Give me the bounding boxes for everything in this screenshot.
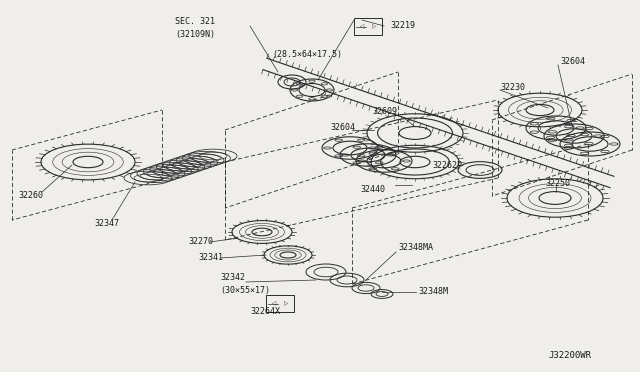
Text: 32342: 32342 xyxy=(220,273,245,282)
Text: (32109N): (32109N) xyxy=(175,29,215,38)
Text: 32219: 32219 xyxy=(390,22,415,31)
Bar xyxy=(266,295,294,312)
Text: 32348MA: 32348MA xyxy=(398,244,433,253)
Text: 32230: 32230 xyxy=(500,83,525,93)
Text: ◁: ◁ xyxy=(360,24,364,29)
Bar xyxy=(354,18,382,35)
Text: 32264X: 32264X xyxy=(250,308,280,317)
Text: 32604: 32604 xyxy=(330,124,355,132)
Text: 32604: 32604 xyxy=(560,58,585,67)
Text: 32250: 32250 xyxy=(545,179,570,187)
Text: ▷: ▷ xyxy=(372,24,376,29)
Text: (30×55×17): (30×55×17) xyxy=(220,285,270,295)
Text: SEC. 321: SEC. 321 xyxy=(175,17,215,26)
Text: 32260: 32260 xyxy=(18,190,43,199)
Text: ◁: ◁ xyxy=(271,301,276,306)
Text: 32348M: 32348M xyxy=(418,288,448,296)
Text: 32347: 32347 xyxy=(94,219,119,228)
Text: 32341: 32341 xyxy=(198,253,223,263)
Text: 32609: 32609 xyxy=(372,108,397,116)
Text: 32262P: 32262P xyxy=(432,160,462,170)
Text: 32270: 32270 xyxy=(188,237,213,247)
Text: 32440: 32440 xyxy=(360,186,385,195)
Text: J32200WR: J32200WR xyxy=(548,352,591,360)
Text: ▷: ▷ xyxy=(284,301,289,306)
Text: (28.5×64×17.5): (28.5×64×17.5) xyxy=(272,49,342,58)
